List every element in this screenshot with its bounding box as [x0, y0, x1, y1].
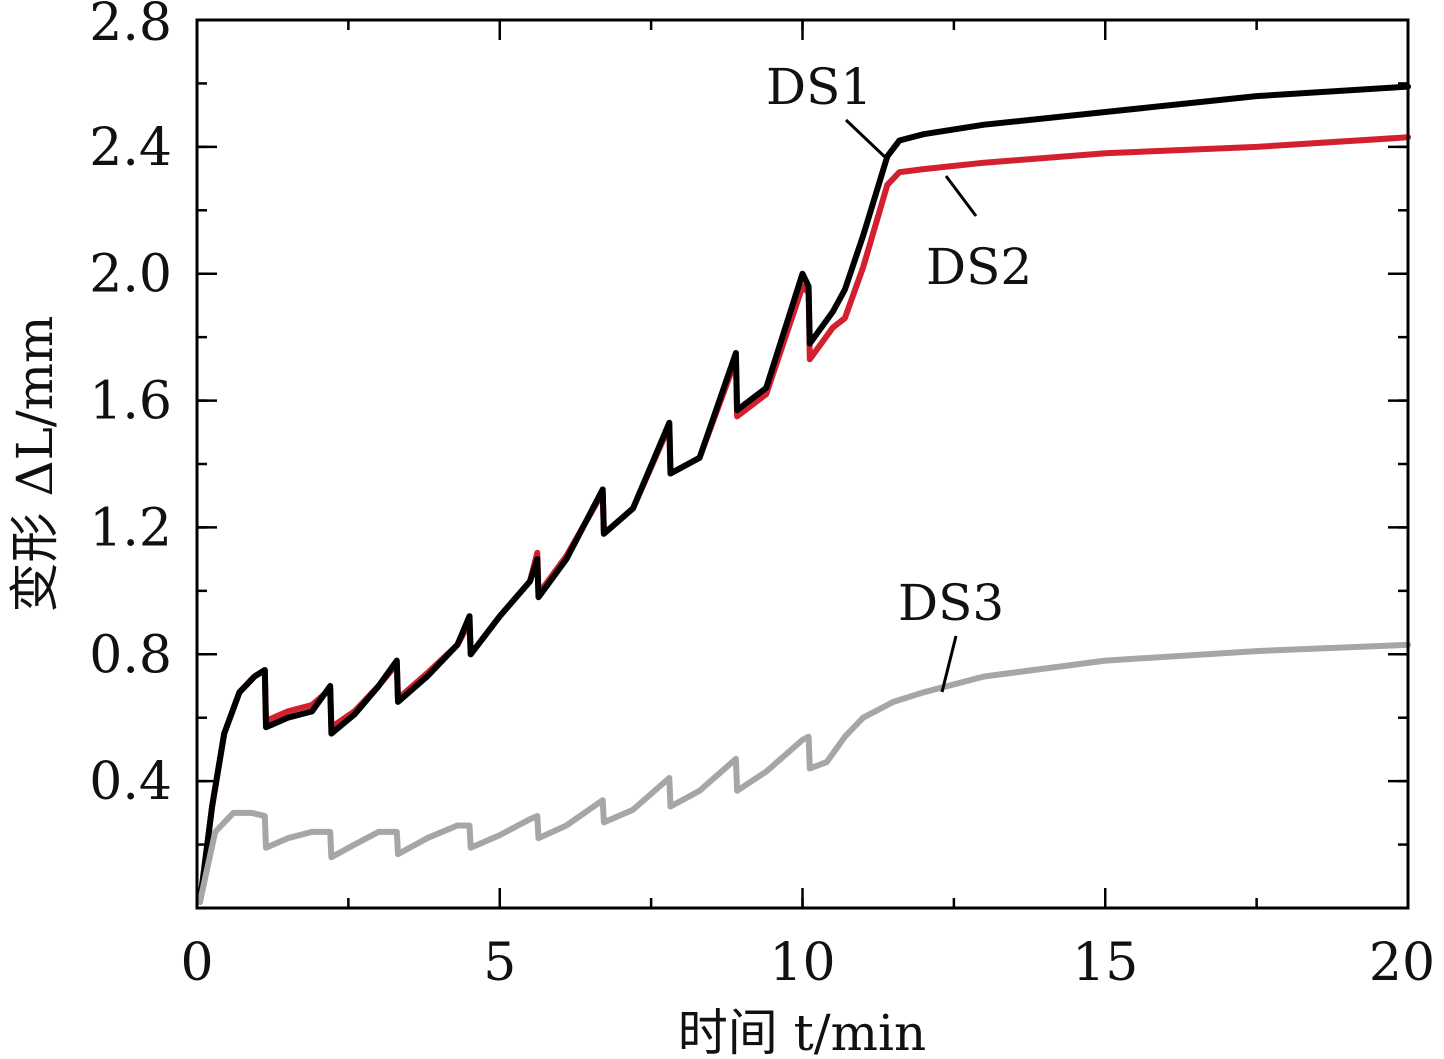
y-tick-label: 2.8: [89, 0, 172, 53]
x-tick-label: 0: [180, 933, 213, 993]
y-axis-title: 变形 ΔL/mm: [6, 316, 64, 613]
ds3-annotation-label: DS3: [898, 574, 1004, 632]
x-tick-labels: 0 5 10 15 20: [180, 933, 1435, 993]
plot-frame: [195, 18, 1410, 910]
major-ticks: [195, 18, 1410, 908]
ds2-leader-line: [944, 175, 978, 217]
y-tick-labels: 0.4 0.8 1.2 1.6 2.0 2.4 2.8: [89, 0, 172, 812]
series-line-ds3: [197, 641, 1411, 905]
series-line-ds2: [197, 134, 1411, 905]
x-tick-label: 5: [483, 933, 516, 993]
series-line-ds1: [197, 83, 1411, 905]
y-tick-label: 1.6: [89, 372, 172, 432]
minor-ticks: [195, 18, 1410, 908]
y-tick-label: 0.8: [89, 625, 172, 685]
ds2-annotation-label: DS2: [926, 238, 1032, 296]
x-axis-title: 时间 t/min: [678, 1004, 926, 1059]
y-tick-label: 0.4: [89, 752, 172, 812]
series-layer: [197, 83, 1411, 905]
ds1-annotation-label: DS1: [766, 58, 872, 116]
ds3-leader-line: [940, 635, 958, 693]
ds1-leader-line: [844, 118, 888, 160]
x-tick-label: 20: [1369, 933, 1435, 993]
x-tick-label: 15: [1072, 933, 1138, 993]
y-tick-label: 1.2: [89, 498, 172, 558]
x-tick-label: 10: [769, 933, 835, 993]
y-tick-label: 2.4: [89, 118, 172, 178]
y-tick-label: 2.0: [89, 245, 172, 305]
